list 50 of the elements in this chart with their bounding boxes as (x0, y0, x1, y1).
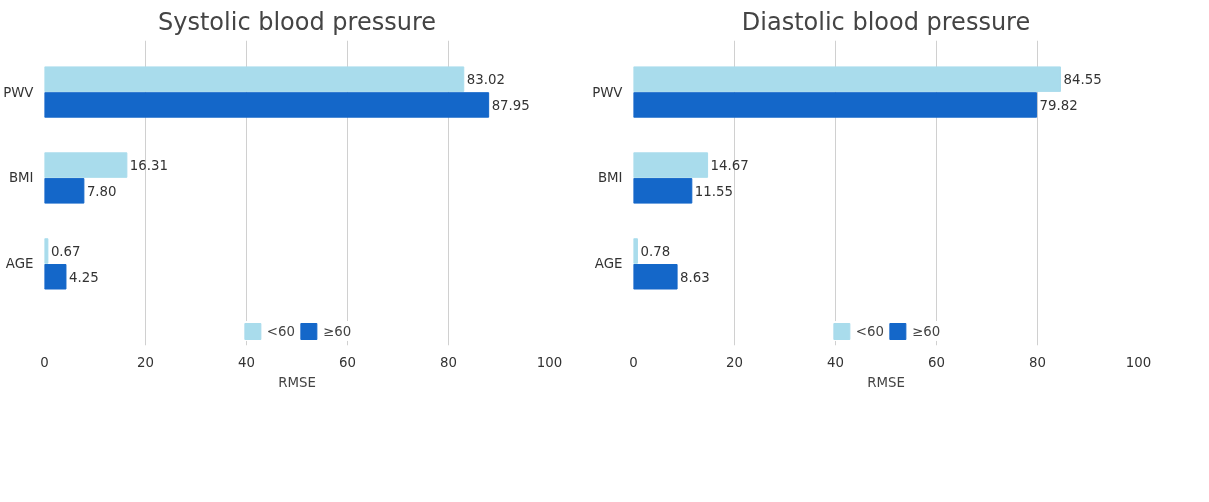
data-label: 7.80 (86, 183, 117, 199)
x-tick-label: 60 (928, 354, 945, 370)
data-label: 11.55 (694, 183, 733, 199)
bar (44, 152, 128, 178)
x-tick-label: 0 (629, 354, 638, 370)
data-label: 16.31 (129, 158, 169, 174)
bar (44, 66, 465, 92)
chart-title: Systolic blood pressure (158, 7, 436, 36)
y-tick-label: PWV (592, 84, 623, 100)
x-tick-label: 20 (137, 354, 154, 370)
y-tick-label: AGE (594, 256, 623, 272)
x-tick-label: 80 (440, 354, 457, 370)
bar (633, 178, 693, 204)
legend-label: <60 (266, 323, 295, 339)
chart-title: Diastolic blood pressure (741, 7, 1031, 36)
bar (633, 238, 638, 264)
x-tick-label: 20 (726, 354, 743, 370)
y-tick-label: PWV (3, 84, 34, 100)
legend-label: <60 (855, 323, 884, 339)
x-tick-label: 100 (536, 354, 563, 370)
x-tick-label: 100 (1125, 354, 1152, 370)
data-label: 87.95 (491, 97, 530, 113)
data-label: 14.67 (710, 158, 749, 174)
data-label: 4.25 (68, 269, 99, 285)
bar (633, 92, 1038, 118)
data-label: 0.78 (640, 243, 671, 259)
x-tick-label: 40 (827, 354, 844, 370)
x-axis-title: RMSE (278, 374, 316, 390)
bar (44, 178, 85, 204)
x-tick-label: 60 (339, 354, 356, 370)
x-tick-label: 40 (238, 354, 255, 370)
data-label: 84.55 (1063, 72, 1102, 88)
bar (44, 92, 490, 118)
x-tick-label: 0 (40, 354, 49, 370)
y-tick-label: AGE (5, 256, 34, 272)
bar (633, 264, 678, 290)
x-axis-title: RMSE (867, 374, 905, 390)
y-tick-label: BMI (597, 170, 623, 186)
data-label: 8.63 (680, 269, 710, 285)
data-label: 83.02 (466, 72, 505, 88)
bar (633, 152, 709, 178)
legend-label: ≥60 (912, 323, 941, 339)
y-tick-label: BMI (8, 170, 34, 186)
legend-label: ≥60 (323, 323, 352, 339)
x-tick-label: 80 (1029, 354, 1046, 370)
bar (44, 264, 67, 290)
bar (633, 66, 1061, 92)
data-label: 0.67 (50, 243, 81, 259)
bar (44, 238, 49, 264)
data-label: 79.82 (1039, 97, 1078, 113)
